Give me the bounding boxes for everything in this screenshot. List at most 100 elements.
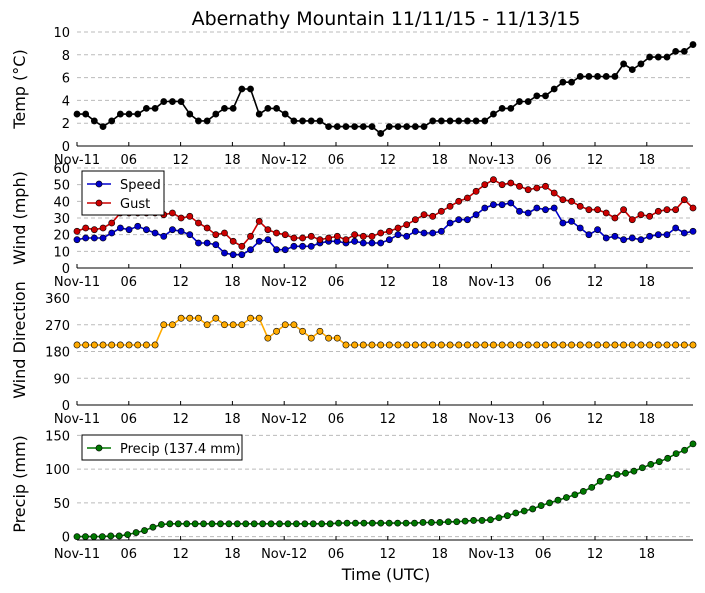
temp-data-point: [403, 123, 411, 131]
precip-data-point: [132, 529, 140, 536]
precip-data-point: [124, 531, 132, 538]
wind-data-point: [203, 224, 211, 232]
precip-data-point: [360, 519, 368, 527]
wind-x-tick-label: 18: [639, 275, 656, 290]
precip-data-point: [377, 519, 385, 527]
direction-data-point: [646, 341, 654, 349]
precip-data-point: [579, 487, 587, 495]
temp-data-point: [437, 117, 445, 125]
temp-data-point: [611, 73, 619, 80]
precip-data-point: [82, 533, 89, 541]
wind-x-tick-label: 12: [172, 275, 189, 290]
wind-data-point: [533, 204, 541, 212]
wind-data-point: [490, 176, 497, 184]
wind-data-point: [177, 214, 185, 222]
wind-data-point: [437, 227, 445, 235]
wind-data-point: [316, 236, 324, 244]
temp-data-point: [342, 123, 350, 131]
temp-data-point: [368, 123, 376, 131]
temp-data-point: [264, 104, 272, 112]
temp-data-point: [446, 117, 454, 125]
wind-data-point: [307, 232, 315, 240]
wind-data-point: [672, 206, 680, 214]
temp-x-tick-label: 12: [380, 153, 397, 168]
temp-data-point: [238, 85, 246, 93]
wind-data-point: [385, 227, 393, 235]
precip-data-point: [242, 520, 250, 528]
wind-data-point: [351, 237, 359, 245]
direction-data-point: [264, 334, 272, 342]
direction-data-point: [325, 334, 333, 342]
temp-x-tick-label: 12: [587, 153, 604, 168]
precip-data-point: [402, 519, 410, 527]
wind-x-tick-label: Nov-12: [261, 275, 307, 290]
x-axis-label: Time (UTC): [341, 565, 430, 584]
temp-data-point: [134, 110, 142, 118]
temp-y-tick-label: 6: [62, 72, 70, 87]
direction-y-tick-label: 360: [45, 292, 70, 307]
temp-data-point: [394, 123, 402, 131]
wind-data-point: [576, 224, 584, 232]
precip-data-point: [470, 517, 478, 524]
temp-data-point: [576, 73, 584, 80]
direction-data-point: [446, 341, 454, 349]
precip-data-point: [419, 519, 427, 526]
wind-data-point: [507, 199, 515, 207]
precip-data-point: [233, 520, 241, 528]
precip-x-tick-label: 18: [224, 547, 241, 562]
precip-data-point: [301, 520, 309, 528]
precip-data-point: [630, 467, 638, 475]
direction-data-point: [524, 341, 532, 349]
precip-data-point: [343, 519, 351, 527]
temp-data-point: [689, 41, 697, 48]
precip-x-tick-label: Nov-11: [54, 547, 100, 562]
precip-data-point: [487, 516, 494, 524]
direction-data-point: [186, 314, 194, 322]
temp-data-point: [325, 123, 333, 131]
direction-data-point: [351, 341, 359, 349]
wind-data-point: [307, 242, 315, 250]
wind-data-point: [464, 194, 471, 202]
temp-data-point: [455, 117, 463, 125]
wind-data-point: [203, 239, 211, 247]
direction-data-point: [333, 334, 341, 342]
temp-data-point: [160, 98, 168, 105]
temp-data-point: [542, 92, 549, 100]
temp-series-line-0: [77, 43, 694, 135]
wind-data-point: [108, 219, 116, 227]
wind-y-axis-label: Wind (mph): [10, 171, 29, 265]
temp-data-point: [628, 66, 636, 74]
temp-data-point: [637, 60, 645, 68]
direction-panel: 0 90 180 270 360 Nov-11 06 12 18 Nov-12 06 12 18 Nov-…: [10, 281, 697, 427]
precip-data-point: [613, 471, 621, 478]
precip-data-point: [73, 533, 81, 541]
wind-data-point: [299, 234, 306, 242]
wind-data-point: [446, 202, 454, 210]
direction-x-tick-label: 06: [328, 412, 345, 427]
precip-data-point: [596, 477, 604, 485]
direction-data-point: [628, 341, 636, 349]
direction-data-point: [221, 321, 228, 329]
wind-y-tick-label: 30: [53, 212, 70, 227]
temp-data-point: [229, 104, 237, 112]
wind-data-point: [637, 211, 645, 219]
precip-data-point: [622, 469, 629, 477]
wind-data-point: [325, 234, 333, 242]
wind-data-point: [455, 197, 463, 205]
temp-data-point: [472, 117, 480, 125]
direction-data-point: [420, 341, 428, 349]
precip-x-tick-label: Nov-12: [261, 547, 307, 562]
wind-data-point: [516, 207, 523, 215]
wind-data-point: [116, 224, 124, 232]
temp-data-point: [359, 123, 367, 131]
precip-data-point: [335, 519, 342, 527]
wind-data-point: [333, 232, 341, 240]
wind-x-tick-label: 18: [224, 275, 241, 290]
wind-data-point: [568, 217, 575, 225]
direction-data-point: [672, 341, 680, 349]
temp-data-point: [247, 85, 254, 93]
wind-data-point: [420, 211, 428, 219]
direction-y-tick-label: 180: [45, 346, 70, 361]
direction-data-point: [611, 341, 619, 349]
